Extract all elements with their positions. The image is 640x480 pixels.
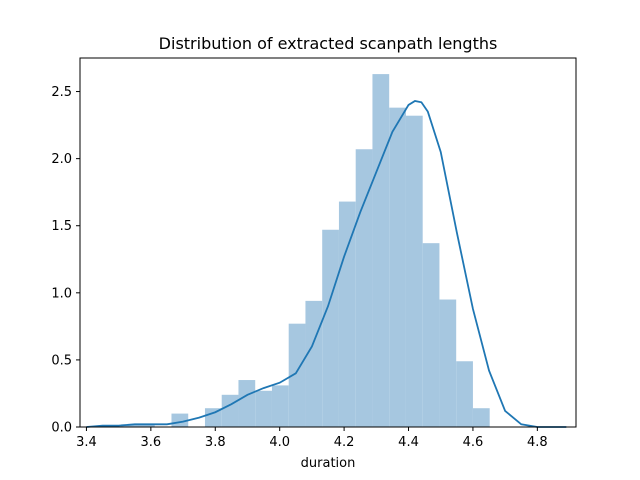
kde-curve [86,99,567,428]
histogram-bar [204,408,222,427]
histogram-bar [355,149,373,427]
histogram-bar [389,107,406,427]
histogram-bars [121,74,490,428]
histogram-bar [137,424,155,427]
histogram-bar [405,115,423,427]
x-axis-label: duration [301,456,356,471]
histogram-bar [338,201,356,427]
histogram-bar [305,300,323,427]
y-axis-ticks: 0.0 0.5 1.0 1.5 2.0 2.5 [51,85,80,436]
histogram-bar [439,299,457,427]
histogram-bar [422,243,440,427]
histogram-bar [456,361,473,427]
x-tick-label: 4.6 [463,435,484,450]
y-tick-label: 2.0 [51,152,72,167]
histogram-bar [255,390,272,427]
y-tick-label: 0.5 [51,353,72,368]
y-tick-label: 2.5 [51,85,72,100]
y-tick-label: 1.0 [51,286,72,301]
y-tick-label: 0.0 [51,421,72,436]
histogram-bar [322,229,339,427]
x-tick-label: 4.4 [398,435,419,450]
histogram-bar [221,394,239,427]
histogram-bar [288,323,306,427]
x-tick-label: 3.6 [141,435,162,450]
histogram-bar [271,385,289,427]
chart-title: Distribution of extracted scanpath lengt… [159,34,498,53]
histogram-bar [372,74,390,428]
x-tick-label: 4.2 [334,435,355,450]
plot-frame [79,57,577,428]
histogram-bar [472,408,490,427]
x-tick-label: 4.0 [269,435,290,450]
x-tick-label: 3.8 [205,435,226,450]
x-tick-label: 3.4 [76,435,97,450]
histogram-bar [238,380,256,427]
x-tick-label: 4.8 [527,435,548,450]
x-axis-ticks: 3.4 3.6 3.8 4.0 4.2 4.4 4.6 4.8 [76,427,548,450]
y-tick-label: 1.5 [51,219,72,234]
histogram-bar [121,424,138,427]
